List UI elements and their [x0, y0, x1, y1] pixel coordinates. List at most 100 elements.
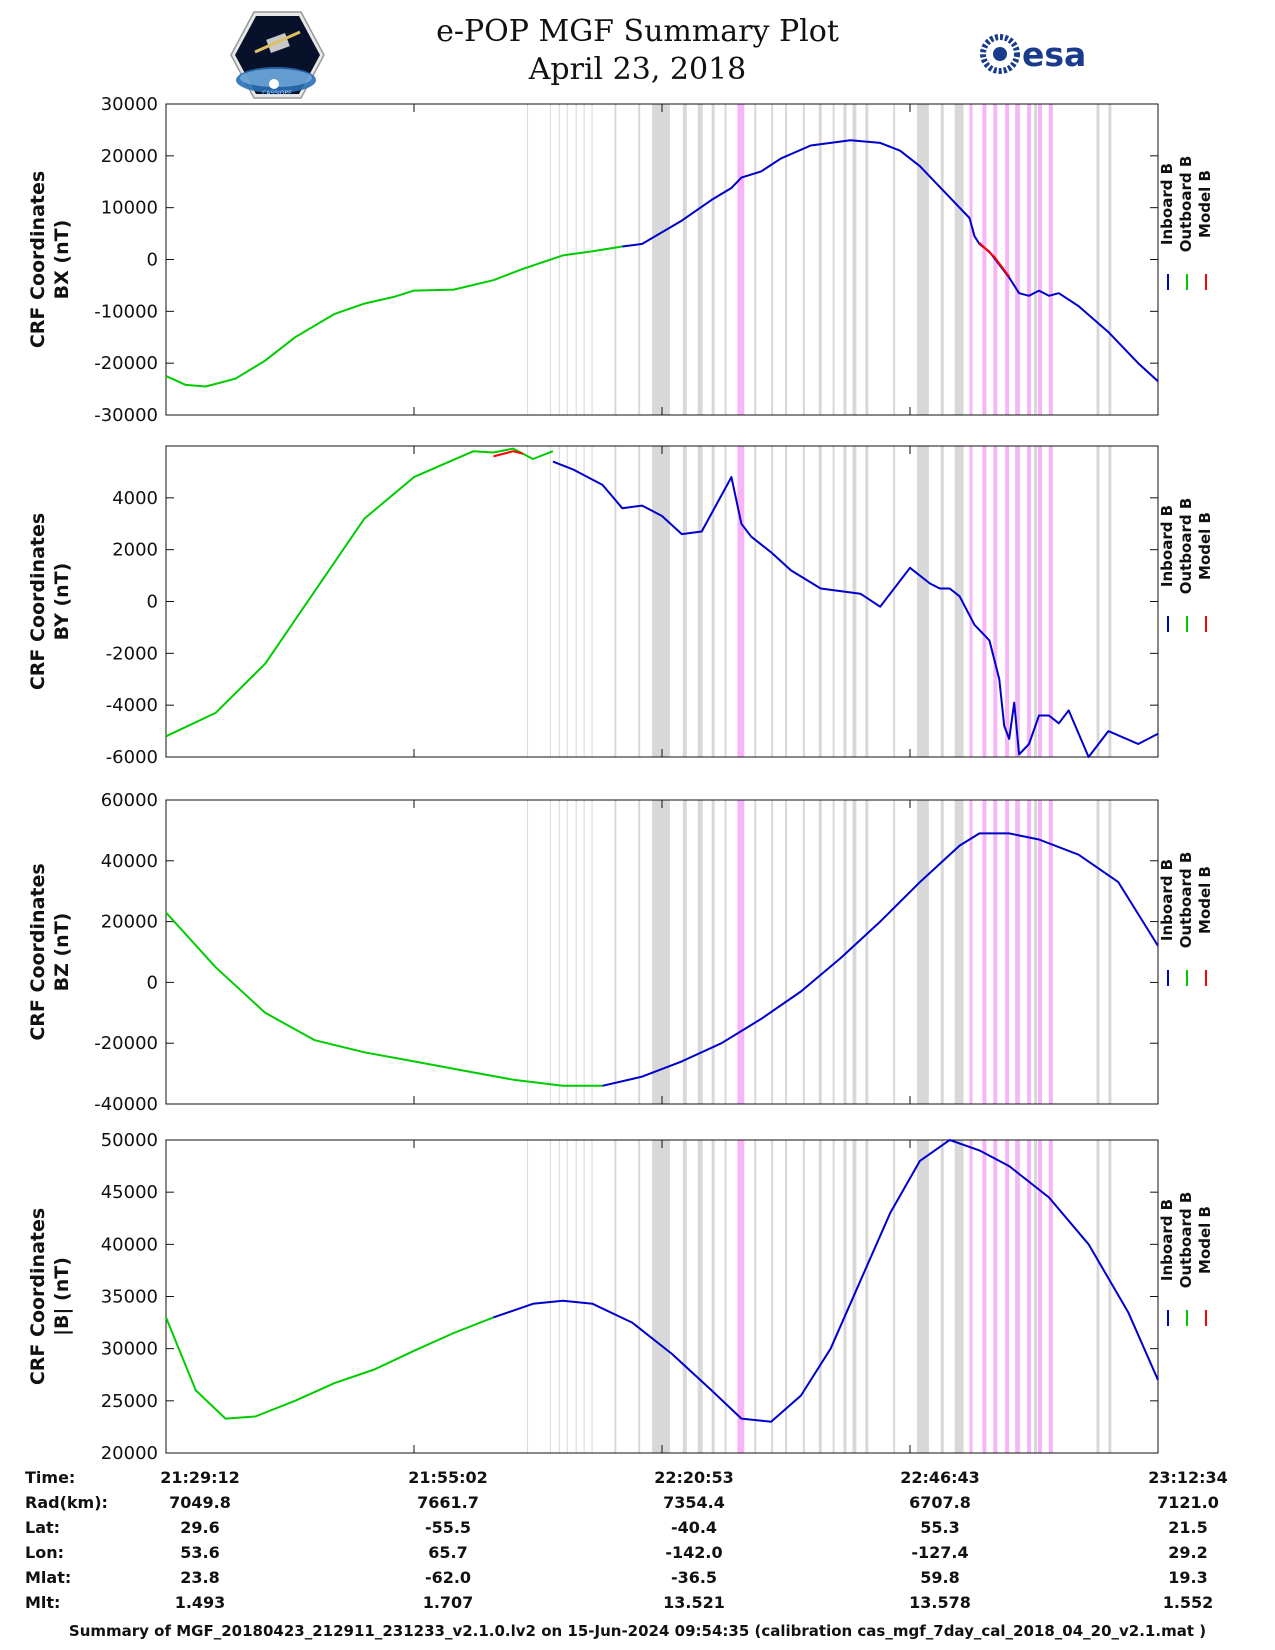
gray-shading-band — [575, 1140, 577, 1453]
y-tick-label: -40000 — [94, 1094, 158, 1115]
y-axis-label: BX (nT) — [51, 220, 73, 300]
info-value: 7121.0 — [1157, 1493, 1219, 1512]
info-value: -62.0 — [424, 1568, 472, 1587]
gray-shading-band — [1096, 446, 1100, 757]
magenta-shading-band — [737, 1140, 745, 1453]
legend-label: Inboard B — [1158, 505, 1176, 587]
magenta-shading-band — [969, 1140, 973, 1453]
gray-shading-band — [832, 446, 835, 757]
gray-shading-band — [614, 800, 617, 1104]
magenta-shading-band — [1037, 800, 1042, 1104]
gray-shading-band — [724, 104, 727, 415]
gray-shading-band — [591, 104, 593, 415]
gray-shading-band — [1034, 1140, 1037, 1453]
series-outboard-b — [165, 245, 623, 388]
info-value: 1.493 — [174, 1593, 226, 1612]
gray-shading-band — [954, 104, 964, 415]
y-tick-label: 40000 — [101, 1234, 158, 1255]
y-tick-label: 25000 — [101, 1391, 158, 1412]
magenta-shading-band — [993, 1140, 998, 1453]
gray-shading-band — [711, 800, 715, 1104]
y-tick-label: -4000 — [106, 695, 158, 716]
y-tick-label: 2000 — [112, 540, 158, 561]
gray-shading-band — [865, 104, 869, 415]
info-value: 23.8 — [180, 1568, 220, 1587]
gray-shading-band — [652, 104, 670, 415]
gray-shading-band — [527, 1140, 529, 1453]
info-row: Rad(km): 7049.8 7661.7 7354.4 6707.8 7121.0 — [0, 1493, 1275, 1517]
series-inboard-b — [602, 832, 1159, 1087]
gray-shading-band — [1108, 800, 1112, 1104]
gray-shading-band — [1096, 104, 1100, 415]
gray-shading-band — [1096, 800, 1100, 1104]
magenta-shading-band — [737, 104, 745, 415]
footer-caption: Summary of MGF_20180423_212911_231233_v2… — [68, 1622, 1207, 1640]
info-row: Mlat: 23.8 -62.0 -36.5 59.8 19.3 — [0, 1568, 1275, 1592]
info-value: 23:12:34 — [1148, 1468, 1228, 1487]
gray-shading-band — [818, 446, 822, 757]
magenta-shading-band — [1027, 104, 1032, 415]
gray-shading-band — [652, 446, 670, 757]
series-inboard-b — [552, 460, 1159, 758]
gray-shading-band — [785, 104, 787, 415]
gray-shading-band — [771, 1140, 774, 1453]
gray-shading-band — [697, 1140, 703, 1453]
gray-shading-band — [754, 104, 757, 415]
magenta-shading-band — [737, 446, 745, 757]
gray-shading-band — [802, 800, 805, 1104]
y-axis-label: CRF Coordinates — [27, 863, 49, 1040]
gray-shading-band — [697, 446, 703, 757]
y-axis-label: |B| (nT) — [51, 1257, 73, 1336]
info-value: 6707.8 — [909, 1493, 971, 1512]
gray-shading-band — [832, 1140, 835, 1453]
gray-shading-band — [865, 1140, 869, 1453]
gray-shading-band — [724, 446, 727, 757]
y-tick-label: -2000 — [106, 643, 158, 664]
gray-shading-band — [638, 1140, 641, 1453]
gray-shading-band — [954, 800, 964, 1104]
y-axis-label: CRF Coordinates — [27, 513, 49, 690]
gray-shading-band — [818, 104, 822, 415]
info-value: -55.5 — [424, 1518, 472, 1537]
y-tick-label: 20000 — [101, 1443, 158, 1464]
y-tick-label: -30000 — [94, 405, 158, 426]
gray-shading-band — [583, 104, 585, 415]
gray-shading-band — [1034, 800, 1037, 1104]
gray-shading-band — [711, 1140, 715, 1453]
magenta-shading-band — [1037, 446, 1042, 757]
gray-shading-band — [575, 800, 577, 1104]
gray-shading-band — [591, 800, 593, 1104]
gray-shading-band — [754, 1140, 757, 1453]
y-tick-label: 60000 — [101, 790, 158, 811]
gray-shading-band — [1096, 1140, 1100, 1453]
magenta-shading-band — [969, 104, 973, 415]
gray-shading-band — [893, 1140, 896, 1453]
gray-shading-band — [682, 104, 687, 415]
gray-shading-band — [583, 446, 585, 757]
legend-label: Inboard B — [1158, 163, 1176, 245]
gray-shading-band — [697, 800, 703, 1104]
magenta-shading-band — [1005, 800, 1010, 1104]
esa-logo-text: esa — [1022, 35, 1086, 74]
gray-shading-band — [818, 1140, 822, 1453]
gray-shading-band — [785, 800, 787, 1104]
legend-label: Model B — [1196, 170, 1214, 238]
legend-label: Outboard B — [1177, 1192, 1195, 1289]
info-value: 21:55:02 — [408, 1468, 488, 1487]
magenta-shading-band — [1015, 1140, 1020, 1453]
gray-shading-band — [916, 446, 929, 757]
gray-shading-band — [832, 800, 835, 1104]
info-row: Time: 21:29:12 21:55:02 22:20:53 22:46:43 23:… — [0, 1468, 1275, 1492]
magenta-shading-band — [993, 446, 998, 757]
info-value: 29.6 — [180, 1518, 220, 1537]
plot-date: April 23, 2018 — [528, 52, 747, 87]
info-row: Lat: 29.6 -55.5 -40.4 55.3 21.5 — [0, 1518, 1275, 1542]
gray-shading-band — [575, 104, 577, 415]
gray-shading-band — [583, 800, 585, 1104]
gray-shading-band — [566, 446, 568, 757]
y-tick-label: -6000 — [106, 747, 158, 768]
panel-bx-chart: -30000 -20000 -10000 0 10000 20000 30000 CRF Co… — [27, 94, 1214, 426]
info-value: 22:20:53 — [654, 1468, 734, 1487]
gray-shading-band — [558, 104, 560, 415]
info-value: 7354.4 — [663, 1493, 725, 1512]
